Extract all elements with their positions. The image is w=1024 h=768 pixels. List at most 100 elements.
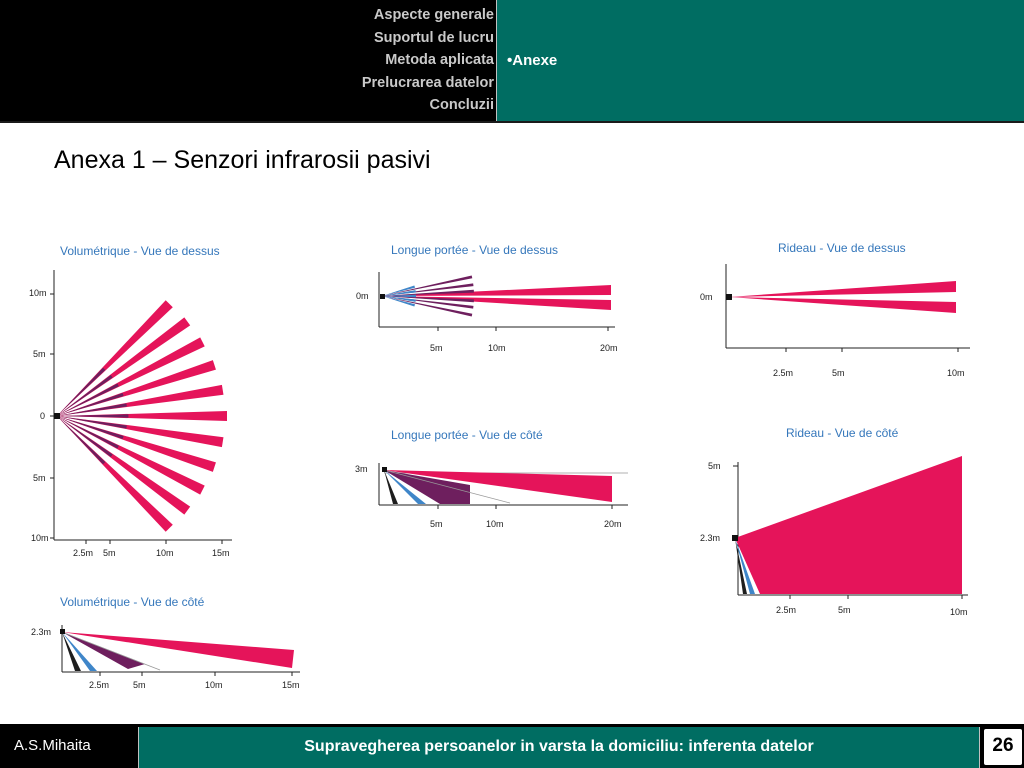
curtain-zone-floor: [735, 538, 747, 594]
footer-author: A.S.Mihaita: [14, 737, 91, 754]
y-tick: 0m: [700, 292, 713, 302]
x-tick: 2.5m: [776, 605, 797, 615]
detection-beam-mid: [382, 296, 473, 317]
detection-beam-near: [382, 290, 416, 296]
detection-zone-mid: [62, 632, 145, 669]
nav-item-suportul[interactable]: Suportul de lucru: [373, 29, 494, 46]
detection-zone-floor: [384, 470, 398, 504]
x-tick: 5m: [838, 605, 851, 615]
header-current-section: •Anexe: [496, 0, 1024, 121]
y-tick: 5m: [708, 461, 721, 471]
footer-presentation-title: Supravegherea persoanelor in varsta la d…: [304, 738, 814, 755]
x-tick: 10m: [950, 607, 968, 617]
detection-beam: [57, 360, 216, 416]
panel-title-long-range-top: Longue portée - Vue de dessus: [391, 243, 559, 257]
sensor-marker: [382, 467, 387, 472]
y-tick: 2.3m: [31, 627, 52, 637]
curtain-beam-upper: [729, 281, 956, 297]
y-tick: 10m: [31, 533, 49, 543]
detection-beam-near: [382, 285, 416, 296]
page-number-badge: 26: [984, 729, 1022, 765]
detection-beam: [57, 384, 224, 416]
panel-title-curtain-side: Rideau - Vue de côté: [786, 426, 899, 440]
nav-item-concluzii[interactable]: Concluzii: [429, 97, 494, 113]
header-divider: [0, 121, 1024, 123]
detection-beam-core: [57, 403, 127, 416]
detection-zone-far: [384, 470, 612, 502]
sensor-marker: [726, 294, 732, 300]
detection-beam-core: [57, 416, 113, 458]
zone-outline: [383, 469, 511, 504]
x-tick: 15m: [282, 680, 300, 690]
detection-beam-mid: [382, 296, 474, 303]
detection-beam-core: [57, 416, 124, 440]
x-tick: 20m: [600, 343, 618, 353]
detection-beam: [57, 416, 224, 448]
nav-item-aspecte[interactable]: Aspecte generale: [373, 7, 494, 23]
x-tick: 20m: [604, 519, 622, 529]
y-tick: 5m: [33, 349, 46, 359]
detection-zone-near: [384, 470, 426, 504]
section-nav: Aspecte generale Suportul de lucru Metod…: [362, 4, 494, 117]
y-tick: 3m: [355, 464, 368, 474]
x-tick: 2.5m: [89, 680, 110, 690]
footer-title-band: Supravegherea persoanelor in varsta la d…: [138, 727, 980, 768]
panel-title-long-range-side: Longue portée - Vue de côté: [391, 428, 543, 442]
sensor-marker: [732, 535, 738, 541]
detection-beam-core: [57, 414, 129, 418]
nav-item-prelucrarea[interactable]: Prelucrarea datelor: [361, 74, 494, 91]
detection-beam-core: [57, 367, 106, 416]
x-tick: 15m: [212, 548, 230, 558]
detection-beam-core: [57, 383, 119, 416]
footer-bar: A.S.Mihaita Supravegherea persoanelor in…: [0, 724, 1024, 768]
y-tick: 10m: [29, 288, 47, 298]
x-tick: 10m: [205, 680, 223, 690]
detection-zone-mid: [384, 470, 470, 504]
detection-beam-near: [382, 294, 416, 298]
current-section-label: •Anexe: [507, 52, 558, 69]
y-tick: 5m: [33, 473, 46, 483]
x-tick: 10m: [947, 368, 965, 378]
y-tick: 2.3m: [700, 533, 721, 543]
detection-beam-mid: [382, 289, 474, 296]
sensor-marker: [60, 629, 65, 634]
detection-beam-near: [382, 296, 416, 307]
detection-beam: [57, 416, 216, 472]
y-tick: 0: [40, 411, 46, 421]
detection-beam-core: [57, 392, 124, 416]
sensor-marker: [54, 413, 60, 419]
x-tick: 2.5m: [73, 548, 94, 558]
detection-zone-far: [62, 632, 294, 668]
x-tick: 5m: [103, 548, 116, 558]
zone-outline: [61, 631, 161, 671]
x-tick: 5m: [430, 519, 443, 529]
detection-zone-floor: [62, 632, 81, 671]
panel-title-volumetric-side: Volumétrique - Vue de côté: [60, 595, 205, 609]
x-tick: 5m: [430, 343, 443, 353]
detection-beam-core: [57, 416, 119, 449]
y-tick: 0m: [356, 291, 369, 301]
detection-beam-core: [57, 416, 127, 429]
slide-title: Anexa 1 – Senzori infrarosii pasivi: [54, 146, 431, 174]
curtain-beam-lower: [729, 297, 956, 313]
sensor-marker: [380, 294, 385, 299]
panel-title-volumetric-top: Volumétrique - Vue de dessus: [60, 244, 220, 258]
detection-beam-core: [57, 374, 113, 416]
x-tick: 5m: [832, 368, 845, 378]
detection-beam-mid: [382, 275, 473, 296]
x-tick: 10m: [486, 519, 504, 529]
x-tick: 10m: [488, 343, 506, 353]
x-tick: 5m: [133, 680, 146, 690]
panel-title-curtain-top: Rideau - Vue de dessus: [778, 241, 906, 255]
page-number: 26: [992, 735, 1014, 756]
curtain-zone: [735, 456, 962, 594]
detection-beam-near: [382, 296, 416, 302]
detection-beam-core: [57, 416, 106, 465]
detection-beam: [57, 411, 227, 421]
curtain-zone-near: [735, 538, 755, 594]
header-navigation: Aspecte generale Suportul de lucru Metod…: [0, 0, 496, 121]
detection-zone-near: [62, 632, 97, 671]
nav-item-metoda[interactable]: Metoda aplicata: [385, 52, 494, 68]
x-tick: 10m: [156, 548, 174, 558]
